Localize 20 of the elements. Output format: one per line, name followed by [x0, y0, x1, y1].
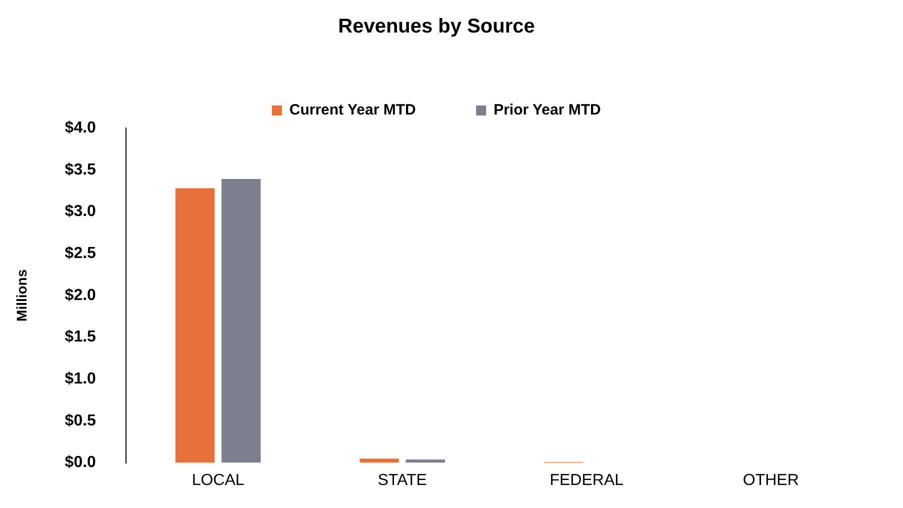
y-tick-label: $1.0 — [64, 370, 96, 388]
bar — [222, 179, 261, 463]
x-tick-label: FEDERAL — [550, 472, 624, 489]
x-tick-label: LOCAL — [192, 472, 244, 489]
y-tick-label: $4.0 — [64, 119, 96, 136]
y-tick-label: $3.5 — [64, 161, 96, 178]
bar — [175, 188, 215, 463]
y-tick-label: $3.0 — [64, 203, 96, 220]
chart-title: Revenues by Source — [338, 16, 535, 38]
x-tick-label: STATE — [378, 472, 427, 489]
y-tick-label: $1.5 — [64, 328, 96, 346]
legend-label: Current Year MTD — [289, 102, 416, 119]
x-tick-label: OTHER — [742, 472, 799, 489]
bar — [360, 458, 399, 463]
y-tick-label: $0.5 — [64, 412, 96, 430]
y-axis-title: Millions — [13, 269, 30, 322]
legend-label: Prior Year MTD — [494, 102, 602, 119]
y-tick-label: $0.0 — [64, 454, 96, 472]
y-tick-label: $2.0 — [64, 286, 96, 304]
y-tick-label: $2.5 — [64, 244, 96, 262]
